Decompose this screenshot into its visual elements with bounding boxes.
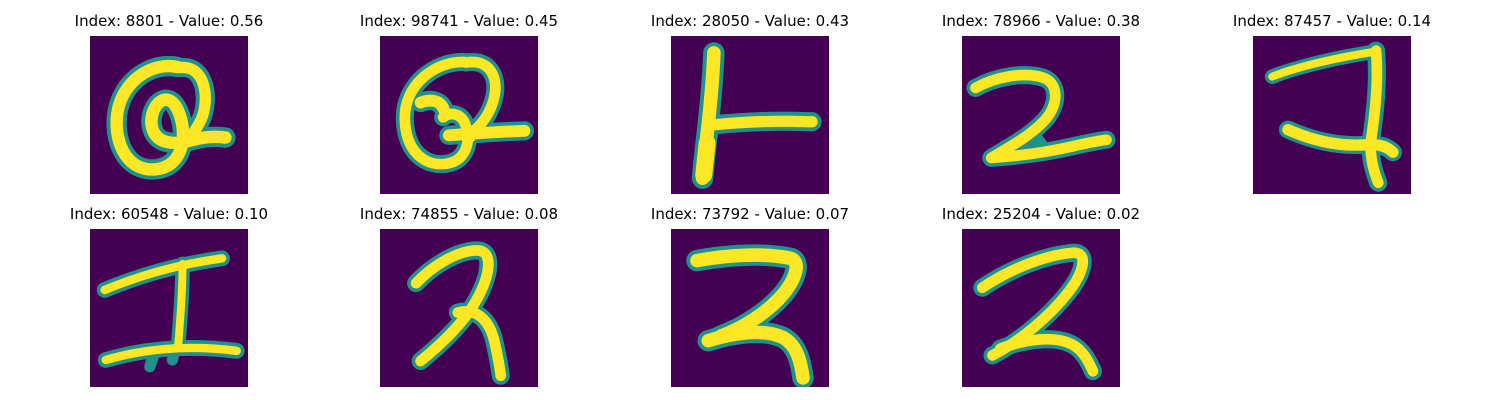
- image-panel-8: Index: 73792 - Value: 0.07: [635, 203, 865, 393]
- image-panel-1: Index: 8801 - Value: 0.56: [54, 10, 284, 200]
- digit-image-2: [380, 229, 538, 387]
- image-panel-4: Index: 78966 - Value: 0.38: [926, 10, 1156, 200]
- panel-title: Index: 25204 - Value: 0.02: [941, 205, 1141, 223]
- panel-title: Index: 60548 - Value: 0.10: [69, 205, 269, 223]
- digit-image-2: [962, 36, 1120, 194]
- panel-title: Index: 87457 - Value: 0.14: [1232, 12, 1432, 30]
- image-panel-5: Index: 87457 - Value: 0.14: [1217, 10, 1447, 200]
- image-panel-2: Index: 98741 - Value: 0.45: [344, 10, 574, 200]
- digit-image-q: [380, 36, 538, 194]
- digit-image-i: [90, 229, 248, 387]
- digit-image-t: [671, 36, 829, 194]
- digit-image-7: [1253, 36, 1411, 194]
- panel-title: Index: 73792 - Value: 0.07: [650, 205, 850, 223]
- image-panel-3: Index: 28050 - Value: 0.43: [635, 10, 865, 200]
- digit-image-q: [90, 36, 248, 194]
- panel-title: Index: 8801 - Value: 0.56: [74, 12, 264, 30]
- digit-image-2: [671, 229, 829, 387]
- image-panel-7: Index: 74855 - Value: 0.08: [344, 203, 574, 393]
- image-panel-6: Index: 60548 - Value: 0.10: [54, 203, 284, 393]
- panel-title: Index: 74855 - Value: 0.08: [359, 205, 559, 223]
- panel-title: Index: 78966 - Value: 0.38: [941, 12, 1141, 30]
- panel-title: Index: 28050 - Value: 0.43: [650, 12, 850, 30]
- digit-image-2: [962, 229, 1120, 387]
- panel-title: Index: 98741 - Value: 0.45: [359, 12, 559, 30]
- image-panel-9: Index: 25204 - Value: 0.02: [926, 203, 1156, 393]
